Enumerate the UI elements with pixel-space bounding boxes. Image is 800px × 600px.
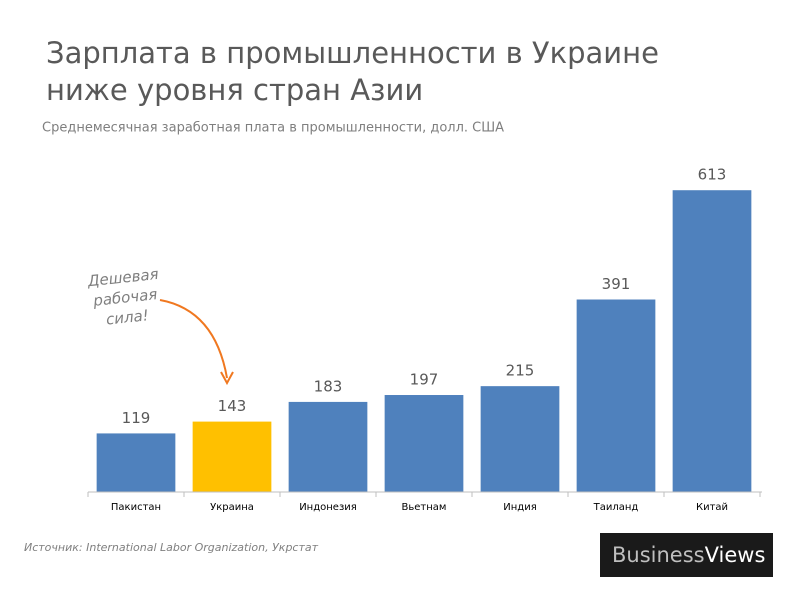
annotation-arrow [159, 299, 228, 379]
x-tick-label: Китай [696, 502, 728, 513]
bar [672, 190, 752, 492]
value-label: 119 [122, 409, 151, 427]
bar [96, 433, 176, 492]
bar [192, 421, 272, 492]
x-tick-label: Таиланд [593, 502, 639, 513]
chart-title: ниже уровня стран Азии [46, 73, 423, 107]
value-label: 183 [314, 377, 343, 395]
value-label: 391 [602, 275, 631, 293]
source: Источник: International Labor Organizati… [24, 541, 319, 554]
arrow-head [220, 371, 234, 386]
value-label: 613 [698, 166, 727, 184]
value-label: 197 [410, 371, 439, 389]
logo-part: Views [705, 543, 766, 567]
x-tick-label: Украина [210, 502, 254, 513]
x-tick-label: Индонезия [299, 502, 357, 513]
logo-part: Business [612, 543, 705, 567]
annotation-text: сила! [105, 306, 149, 328]
chart-subtitle: Среднемесячная заработная плата в промыш… [42, 121, 504, 136]
value-label: 143 [218, 397, 247, 415]
x-tick-label: Вьетнам [402, 502, 447, 513]
bar [384, 395, 464, 492]
bar [480, 386, 560, 492]
x-tick-label: Пакистан [111, 502, 161, 513]
value-label: 215 [506, 362, 535, 380]
bar [576, 299, 656, 492]
chart-title: Зарплата в промышленности в Украине [46, 36, 659, 70]
logo-box [600, 533, 773, 577]
logo: BusinessViews [612, 543, 765, 567]
x-tick-label: Индия [503, 502, 536, 513]
bar [288, 401, 368, 492]
